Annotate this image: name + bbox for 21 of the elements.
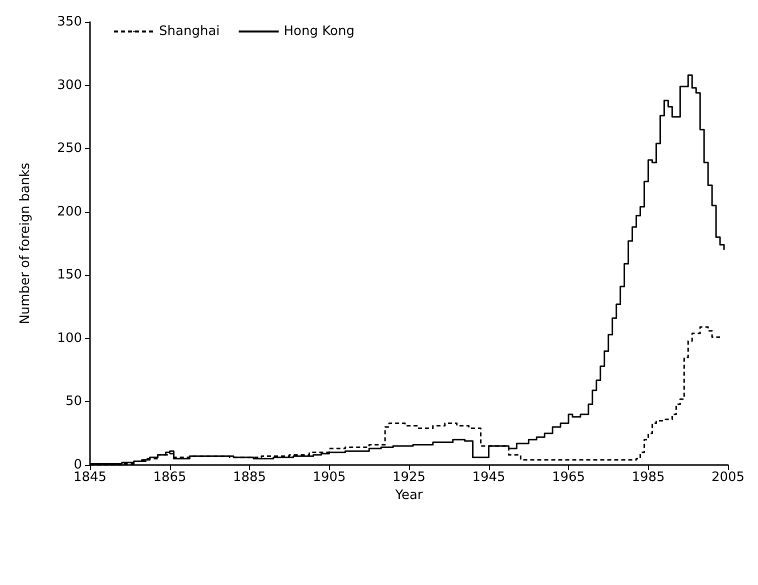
y-tick-label: 200: [57, 204, 82, 220]
x-tick-label: 1905: [312, 470, 346, 485]
y-tick-label: 0: [74, 458, 82, 472]
y-tick-label: 150: [57, 268, 82, 283]
y-tick-label: 50: [65, 394, 82, 410]
x-tick-label: 1845: [73, 470, 107, 485]
x-tick-label: 1965: [552, 470, 586, 485]
legend-label: Hong Kong: [284, 24, 354, 39]
x-tick-label: 1865: [153, 470, 186, 485]
x-tick-label: 1885: [232, 470, 266, 485]
x-tick-label: 1985: [632, 470, 665, 485]
x-tick-label: 1945: [472, 470, 506, 485]
y-tick-label: 250: [57, 141, 82, 156]
y-tick-label: 100: [57, 330, 82, 346]
x-tick-label: 2005: [711, 470, 745, 485]
y-axis-title: Number of foreign banks: [18, 162, 33, 324]
y-tick-label: 300: [57, 78, 82, 93]
legend-label: Shanghai: [159, 24, 220, 39]
y-tick-label: 350: [57, 14, 82, 30]
x-tick-label: 1925: [392, 470, 426, 485]
x-axis-title: Year: [394, 488, 424, 503]
